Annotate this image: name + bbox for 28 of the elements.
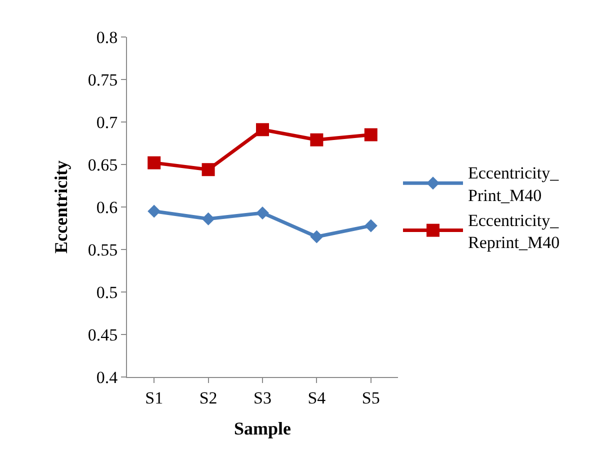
point: [202, 163, 215, 176]
y-tick-label: 0.45: [88, 325, 118, 344]
legend-label: Eccentricity_Reprint_M40: [468, 210, 560, 252]
point: [310, 230, 324, 244]
y-axis-title: Eccentricity: [51, 160, 72, 254]
x-tick-label: S2: [199, 388, 218, 408]
y-tick-label: 0.7: [96, 112, 118, 132]
x-tick-label: S3: [254, 388, 272, 408]
x-tick-label: S1: [145, 388, 164, 408]
y-tick-label: 0.6: [96, 198, 118, 217]
legend-label: Eccentricity_Print_M40: [468, 164, 560, 205]
y-tick-label: 0.4: [96, 368, 118, 387]
y-tick-label: 0.65: [88, 155, 118, 174]
point: [202, 212, 215, 226]
x-axis-title: Sample: [234, 418, 292, 438]
y-tick-label: 0.8: [96, 28, 118, 47]
point: [256, 206, 269, 220]
point: [364, 219, 378, 232]
y-tick-label: 0.55: [88, 240, 118, 260]
point: [310, 133, 324, 146]
point: [148, 204, 161, 218]
x-tick-label: S4: [308, 388, 326, 408]
y-tick-label: 0.75: [88, 70, 118, 90]
point: [148, 156, 161, 170]
point: [364, 128, 378, 142]
point: [256, 123, 269, 136]
y-tick-label: 0.5: [96, 282, 118, 302]
x-tick-label: S5: [362, 388, 380, 408]
